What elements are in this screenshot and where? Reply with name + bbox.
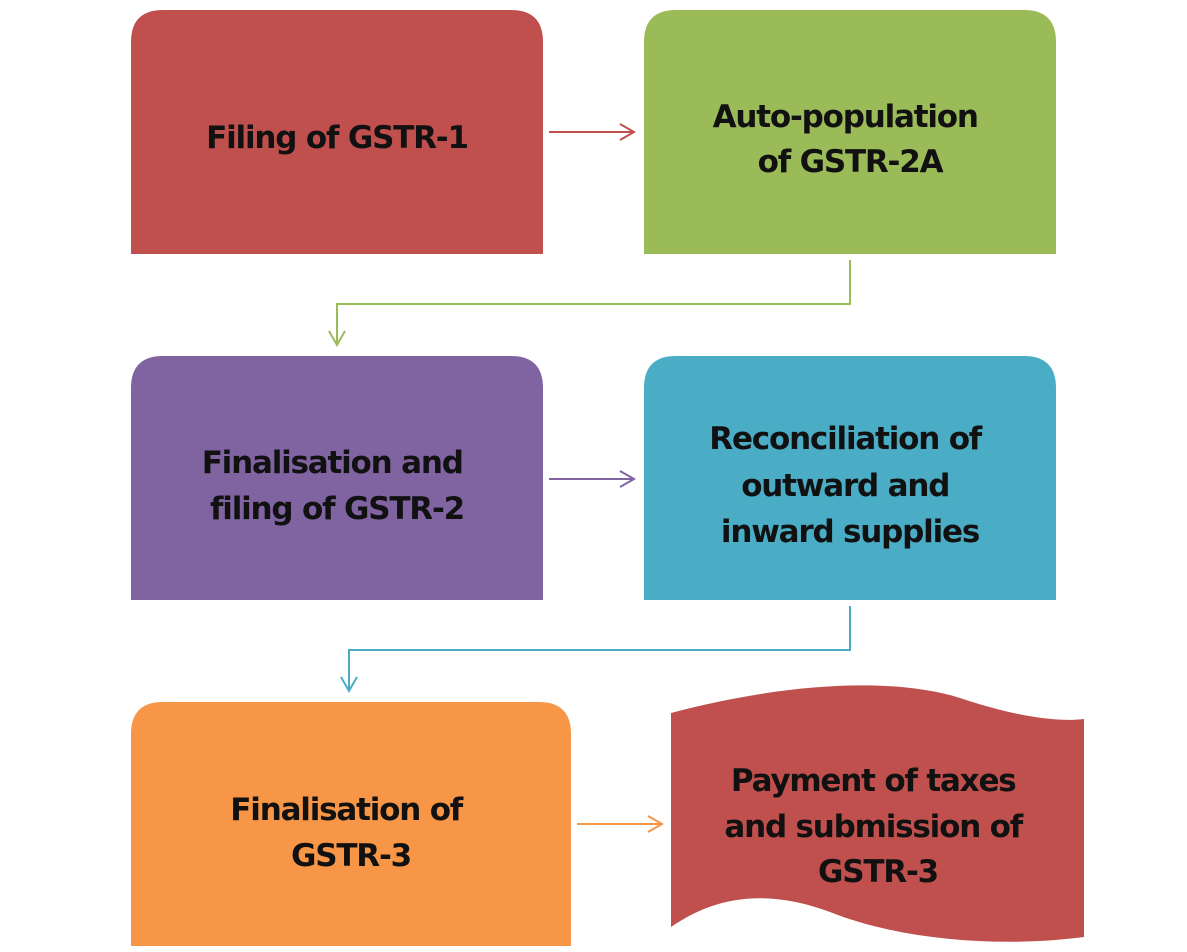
step-auto-population-gstr2a: Auto-population of GSTR-2A bbox=[644, 10, 1056, 254]
step-box bbox=[131, 702, 571, 946]
step-label-line: Finalisation of bbox=[230, 792, 464, 828]
step-label-line: GSTR-3 bbox=[818, 854, 938, 890]
arrow-step1-to-step2 bbox=[549, 123, 637, 141]
step-label-line: Filing of GSTR-1 bbox=[206, 120, 468, 156]
step-wave-box bbox=[671, 685, 1084, 942]
step-finalisation-gstr3: Finalisation of GSTR-3 bbox=[131, 702, 571, 946]
step-payment-submission-gstr3: Payment of taxes and submission of GSTR-… bbox=[671, 685, 1084, 942]
arrow-step3-to-step4 bbox=[549, 470, 637, 488]
svg-text:Filing of GSTR-1: Filing of GSTR-1 bbox=[206, 120, 468, 156]
step-label-line: Finalisation and bbox=[202, 445, 463, 481]
svg-text:Finalisation of GSTR-3: Finalisation of GSTR-3 bbox=[230, 792, 471, 874]
step-label-line: Reconciliation of bbox=[709, 421, 983, 457]
step-label-line: inward supplies bbox=[721, 514, 979, 550]
step-label-line: of GSTR-2A bbox=[758, 144, 944, 180]
step-filing-gstr1: Filing of GSTR-1 bbox=[131, 10, 543, 254]
step-box bbox=[644, 356, 1056, 600]
svg-text:Reconciliation of outwar: Reconciliation of outward and inward sup… bbox=[709, 421, 990, 550]
arrow-step2-to-step3 bbox=[328, 260, 851, 348]
step-label-line: Auto-population bbox=[713, 99, 978, 135]
step-label-line: outward and bbox=[741, 468, 949, 504]
step-finalisation-filing-gstr2: Finalisation and filing of GSTR-2 bbox=[131, 356, 543, 600]
arrow-step4-to-step5 bbox=[340, 606, 851, 694]
step-box bbox=[644, 10, 1056, 254]
step-label-line: and submission of bbox=[724, 809, 1023, 845]
step-reconciliation-supplies: Reconciliation of outward and inward sup… bbox=[644, 356, 1056, 600]
svg-text:Finalisation and filing: Finalisation and filing of GSTR-2 bbox=[202, 445, 473, 527]
step-label-line: GSTR-3 bbox=[291, 838, 411, 874]
arrow-step5-to-step6 bbox=[577, 815, 665, 833]
step-label-line: filing of GSTR-2 bbox=[210, 491, 464, 527]
step-box bbox=[131, 10, 543, 254]
step-box bbox=[131, 356, 543, 600]
svg-text:Auto-population of GSTR-: Auto-population of GSTR-2A bbox=[713, 99, 988, 180]
step-label-line: Payment of taxes bbox=[731, 763, 1016, 799]
svg-text:Payment of taxes and sub: Payment of taxes and submission of GSTR-… bbox=[724, 763, 1031, 890]
